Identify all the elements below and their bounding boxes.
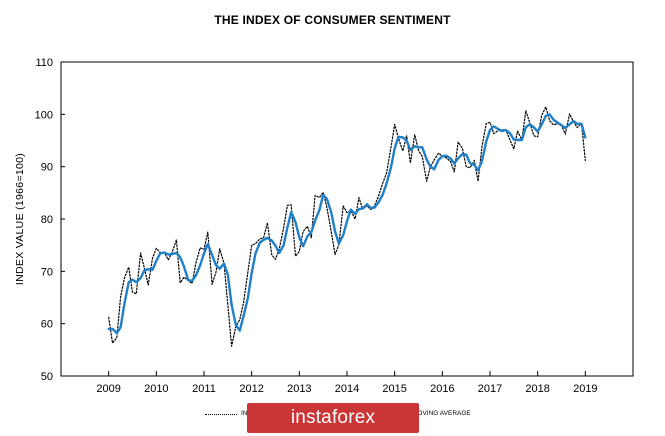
y-tick-label: 80 [41, 214, 53, 226]
x-tick-label: 2013 [287, 383, 311, 395]
x-tick-label: 2011 [192, 383, 216, 395]
y-axis-label: INDEX VALUE (1966=100) [14, 153, 26, 285]
x-tick-label: 2010 [144, 383, 168, 395]
series-line-index [108, 106, 586, 347]
x-tick-label: 2017 [478, 383, 502, 395]
y-tick-label: 60 [41, 319, 53, 331]
x-tick-label: 2015 [382, 383, 406, 395]
legend-moving-average-label: MOVING AVERAGE [412, 410, 471, 417]
y-tick-label: 70 [41, 266, 53, 278]
y-tick-label: 110 [35, 57, 53, 69]
x-tick-label: 2018 [525, 383, 549, 395]
y-tick-label: 100 [35, 109, 53, 121]
y-tick-label: 90 [41, 162, 53, 174]
x-tick-label: 2014 [335, 383, 359, 395]
x-tick-label: 2009 [96, 383, 120, 395]
chart-title: THE INDEX OF CONSUMER SENTIMENT [214, 13, 451, 27]
y-tick-label: 50 [41, 371, 53, 383]
y-axis: 50 60 70 80 90 100 110 [35, 57, 65, 383]
series-line-moving-average [107, 113, 587, 335]
x-axis: 2009 2010 2011 2012 2013 2014 2015 2016 2017 2018… [60, 371, 634, 395]
x-tick-label: 2019 [573, 383, 597, 395]
series-layer [107, 106, 587, 347]
watermark-text: instaforex [290, 407, 376, 428]
watermark-banner: instaforex [247, 403, 419, 433]
x-tick-label: 2016 [430, 383, 454, 395]
x-tick-label: 2012 [239, 383, 263, 395]
legend-index-swatch [205, 414, 237, 415]
